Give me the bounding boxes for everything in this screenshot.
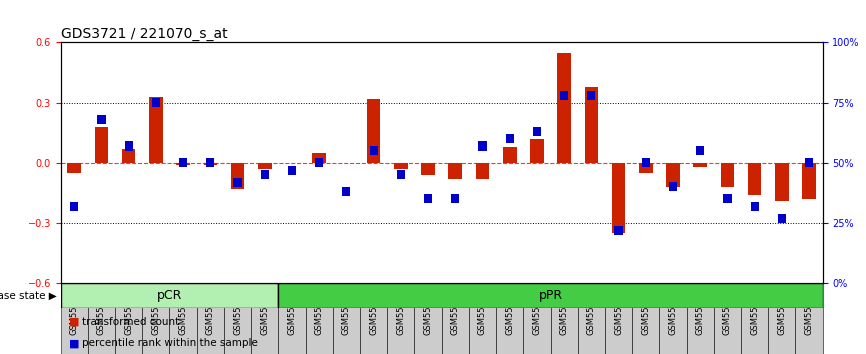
Bar	[313, 153, 326, 163]
Bar	[122, 149, 135, 163]
Bar	[523, 283, 551, 354]
Bar	[496, 283, 523, 354]
Bar	[642, 158, 650, 167]
Bar	[775, 163, 789, 201]
Bar	[778, 214, 786, 223]
Bar	[632, 283, 659, 354]
Bar	[333, 283, 360, 354]
Bar	[611, 163, 625, 233]
Bar	[94, 127, 108, 163]
Bar	[152, 98, 160, 107]
Bar	[666, 163, 680, 187]
Bar	[370, 146, 378, 155]
Bar	[61, 283, 278, 308]
Bar	[204, 163, 217, 165]
Bar	[558, 52, 571, 163]
Bar	[206, 158, 215, 167]
Bar	[475, 163, 489, 179]
Text: ■: ■	[69, 317, 80, 327]
Bar	[224, 283, 251, 354]
Bar	[397, 170, 405, 179]
Bar	[68, 163, 81, 173]
Bar	[149, 97, 163, 163]
Bar	[142, 283, 170, 354]
Bar	[197, 283, 224, 354]
Bar	[533, 127, 541, 136]
Bar	[415, 283, 442, 354]
Text: ■: ■	[69, 338, 80, 348]
Bar	[442, 283, 469, 354]
Bar	[741, 283, 768, 354]
Bar	[251, 283, 278, 354]
Bar	[288, 166, 296, 175]
Text: transformed count: transformed count	[82, 317, 179, 327]
Bar	[478, 142, 487, 150]
Bar	[696, 146, 704, 155]
Bar	[796, 283, 823, 354]
Bar	[342, 187, 351, 196]
Text: percentile rank within the sample: percentile rank within the sample	[82, 338, 258, 348]
Bar	[306, 283, 333, 354]
Bar	[768, 283, 796, 354]
Bar	[669, 182, 677, 192]
Bar	[659, 283, 687, 354]
Bar	[278, 283, 306, 354]
Bar	[315, 158, 323, 167]
Bar	[605, 283, 632, 354]
Bar	[449, 163, 462, 179]
Bar	[234, 178, 242, 187]
Bar	[367, 99, 380, 163]
Bar	[587, 91, 596, 100]
Bar	[451, 194, 459, 204]
Bar	[360, 283, 387, 354]
Bar	[278, 283, 823, 308]
Bar	[261, 170, 268, 179]
Bar	[421, 163, 435, 175]
Bar	[714, 283, 741, 354]
Bar	[615, 226, 623, 235]
Text: pCR: pCR	[157, 289, 182, 302]
Bar	[177, 163, 190, 165]
Bar	[560, 91, 568, 100]
Bar	[687, 283, 714, 354]
Bar	[585, 87, 598, 163]
Bar	[469, 283, 496, 354]
Bar	[97, 115, 106, 124]
Bar	[503, 147, 516, 163]
Bar	[179, 158, 187, 167]
Bar	[394, 163, 408, 169]
Bar	[506, 134, 514, 143]
Bar	[721, 163, 734, 187]
Bar	[694, 163, 707, 167]
Bar	[424, 194, 432, 204]
Bar	[578, 283, 605, 354]
Bar	[115, 283, 142, 354]
Bar	[723, 194, 732, 204]
Bar	[387, 283, 415, 354]
Bar	[70, 202, 78, 211]
Bar	[751, 202, 759, 211]
Bar	[170, 283, 197, 354]
Bar	[802, 163, 816, 199]
Bar	[551, 283, 578, 354]
Text: disease state ▶: disease state ▶	[0, 291, 56, 301]
Bar	[530, 139, 544, 163]
Text: GDS3721 / 221070_s_at: GDS3721 / 221070_s_at	[61, 28, 227, 41]
Bar	[87, 283, 115, 354]
Bar	[258, 163, 272, 169]
Bar	[230, 163, 244, 189]
Bar	[639, 163, 653, 173]
Bar	[61, 283, 87, 354]
Bar	[125, 142, 132, 150]
Text: pPR: pPR	[539, 289, 563, 302]
Bar	[748, 163, 761, 195]
Bar	[805, 158, 813, 167]
